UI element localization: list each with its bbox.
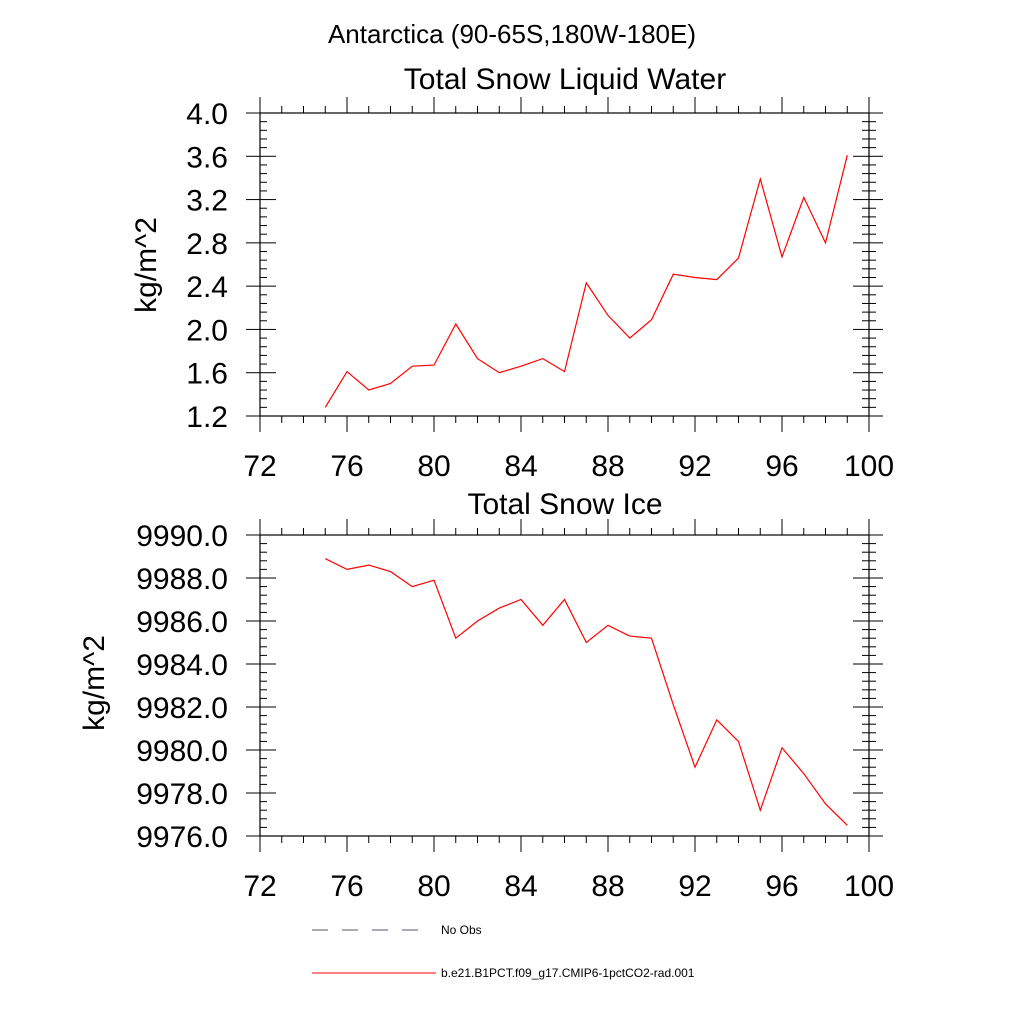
- x-tick-label: 84: [504, 870, 537, 903]
- y-tick-label: 9988.0: [136, 563, 228, 596]
- legend: No Obs b.e21.B1PCT.f09_g17.CMIP6-1pctCO2…: [312, 923, 695, 980]
- y-axis-label: kg/m^2: [78, 635, 111, 731]
- x-tick-label: 80: [417, 870, 450, 903]
- x-tick-label: 76: [330, 450, 363, 483]
- y-tick-label: 9982.0: [136, 692, 228, 725]
- y-tick-label: 9990.0: [136, 520, 228, 553]
- x-tick-label: 72: [243, 450, 276, 483]
- y-tick-label: 2.4: [186, 271, 228, 304]
- y-tick-label: 9986.0: [136, 606, 228, 639]
- y-tick-label: 4.0: [186, 98, 228, 131]
- panel-title: Total Snow Ice: [467, 488, 662, 521]
- y-tick-label: 9976.0: [136, 821, 228, 854]
- x-tick-label: 84: [504, 450, 537, 483]
- y-tick-label: 3.6: [186, 141, 228, 174]
- x-tick-label: 100: [844, 450, 894, 483]
- series-line: [324, 155, 848, 408]
- y-tick-label: 9978.0: [136, 778, 228, 811]
- panel-snow-liquid-water: Total Snow Liquid Water kg/m^2 72 76 80 84 8…: [130, 63, 894, 483]
- x-tick-label: 92: [678, 870, 711, 903]
- series-line: [325, 558, 848, 826]
- legend-series-label: b.e21.B1PCT.f09_g17.CMIP6-1pctCO2-rad.00…: [441, 966, 695, 980]
- y-tick-label: 9984.0: [136, 649, 228, 682]
- y-tick-label: 2.0: [186, 314, 228, 347]
- x-tick-label: 100: [844, 870, 894, 903]
- page-title: Antarctica (90-65S,180W-180E): [328, 19, 696, 49]
- y-tick-label: 2.8: [186, 228, 228, 261]
- panel-title: Total Snow Liquid Water: [404, 63, 726, 96]
- y-tick-label: 1.2: [186, 401, 228, 434]
- x-tick-label: 88: [591, 870, 624, 903]
- y-axis-label: kg/m^2: [130, 217, 163, 313]
- x-tick-label: 80: [417, 450, 450, 483]
- panel-snow-ice: Total Snow Ice kg/m^2 72 76 80 84 88 92 96 100 9…: [78, 488, 894, 903]
- x-tick-label: 96: [765, 450, 798, 483]
- y-tick-label: 3.2: [186, 185, 228, 218]
- legend-no-obs-label: No Obs: [441, 923, 482, 937]
- x-tick-label: 76: [330, 870, 363, 903]
- y-tick-label: 1.6: [186, 358, 228, 391]
- x-tick-label: 72: [243, 870, 276, 903]
- x-tick-label: 88: [591, 450, 624, 483]
- x-tick-label: 92: [678, 450, 711, 483]
- y-tick-label: 9980.0: [136, 735, 228, 768]
- plot-frame: [259, 534, 870, 837]
- x-tick-label: 96: [765, 870, 798, 903]
